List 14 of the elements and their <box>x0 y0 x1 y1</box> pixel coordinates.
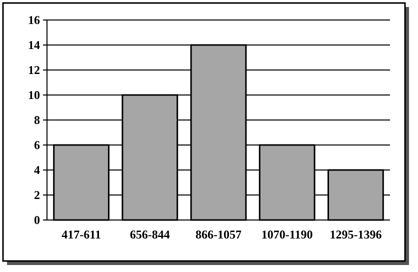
x-tick-label: 656-844 <box>130 228 170 242</box>
x-tick-label: 1070-1190 <box>261 228 313 242</box>
y-tick-label: 14 <box>28 38 40 52</box>
y-tick-label: 16 <box>28 12 40 27</box>
y-tick-label: 12 <box>28 62 40 77</box>
x-tick-label: 1295-1396 <box>330 228 382 242</box>
y-tick-label: 6 <box>34 138 40 152</box>
y-tick-label: 10 <box>28 88 40 102</box>
y-tick-label: 8 <box>34 112 40 127</box>
y-tick-label: 4 <box>34 162 40 177</box>
y-tick-label: 2 <box>34 188 40 202</box>
y-tick-label: 0 <box>34 212 40 227</box>
x-tick-label: 866-1057 <box>196 228 242 242</box>
x-tick-label: 417-611 <box>62 228 101 242</box>
